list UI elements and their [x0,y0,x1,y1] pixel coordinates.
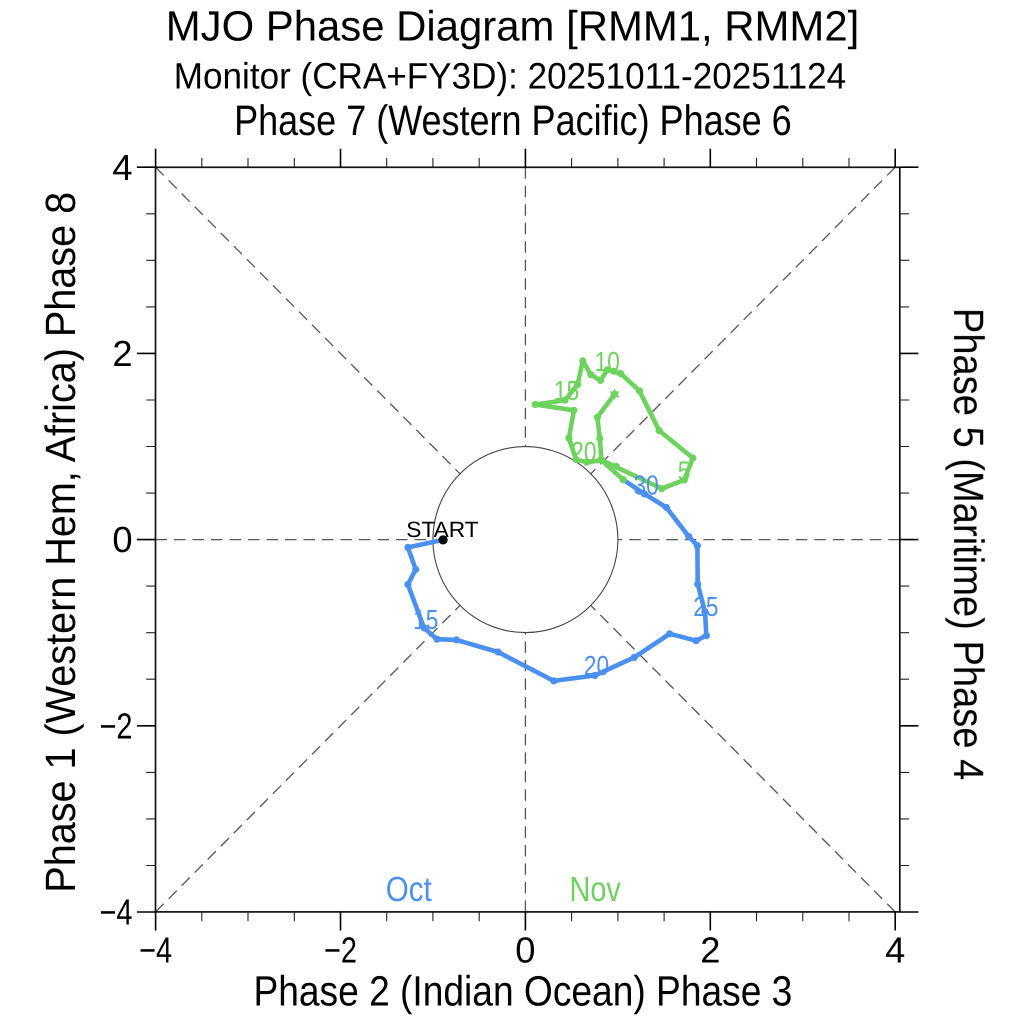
svg-text:−4: −4 [100,892,133,933]
svg-text:30: 30 [634,470,659,501]
svg-text:20: 20 [571,436,596,467]
svg-text:2: 2 [700,930,720,971]
svg-text:Phase 5 (Maritime) Phase 4: Phase 5 (Maritime) Phase 4 [945,308,992,780]
svg-text:0: 0 [112,519,132,560]
svg-text:15: 15 [413,604,438,635]
svg-text:5: 5 [678,456,691,487]
svg-text:Monitor (CRA+FY3D): 20251011-2: Monitor (CRA+FY3D): 20251011-20251124 [174,55,846,96]
svg-text:15: 15 [554,375,579,406]
svg-text:−4: −4 [139,930,172,971]
svg-text:MJO Phase Diagram [RMM1, RMM2]: MJO Phase Diagram [RMM1, RMM2] [166,3,860,50]
svg-text:25: 25 [693,591,718,622]
svg-text:20: 20 [584,650,609,681]
svg-text:Phase 7 (Western Pacific) Phas: Phase 7 (Western Pacific) Phase 6 [234,97,792,145]
svg-text:Phase 2 (Indian Ocean) Phase 3: Phase 2 (Indian Ocean) Phase 3 [253,968,792,1015]
svg-text:−2: −2 [100,705,133,746]
svg-text:START: START [406,517,478,542]
svg-text:Phase 1 (Western Hem, Africa): Phase 1 (Western Hem, Africa) Phase 8 [37,192,84,893]
svg-text:4: 4 [885,930,905,971]
svg-text:2: 2 [112,333,132,374]
svg-text:4: 4 [112,147,132,188]
svg-text:Oct: Oct [386,870,432,909]
svg-text:Nov: Nov [570,870,622,909]
svg-text:−2: −2 [324,930,357,971]
svg-text:0: 0 [515,930,535,971]
svg-text:10: 10 [595,346,620,377]
